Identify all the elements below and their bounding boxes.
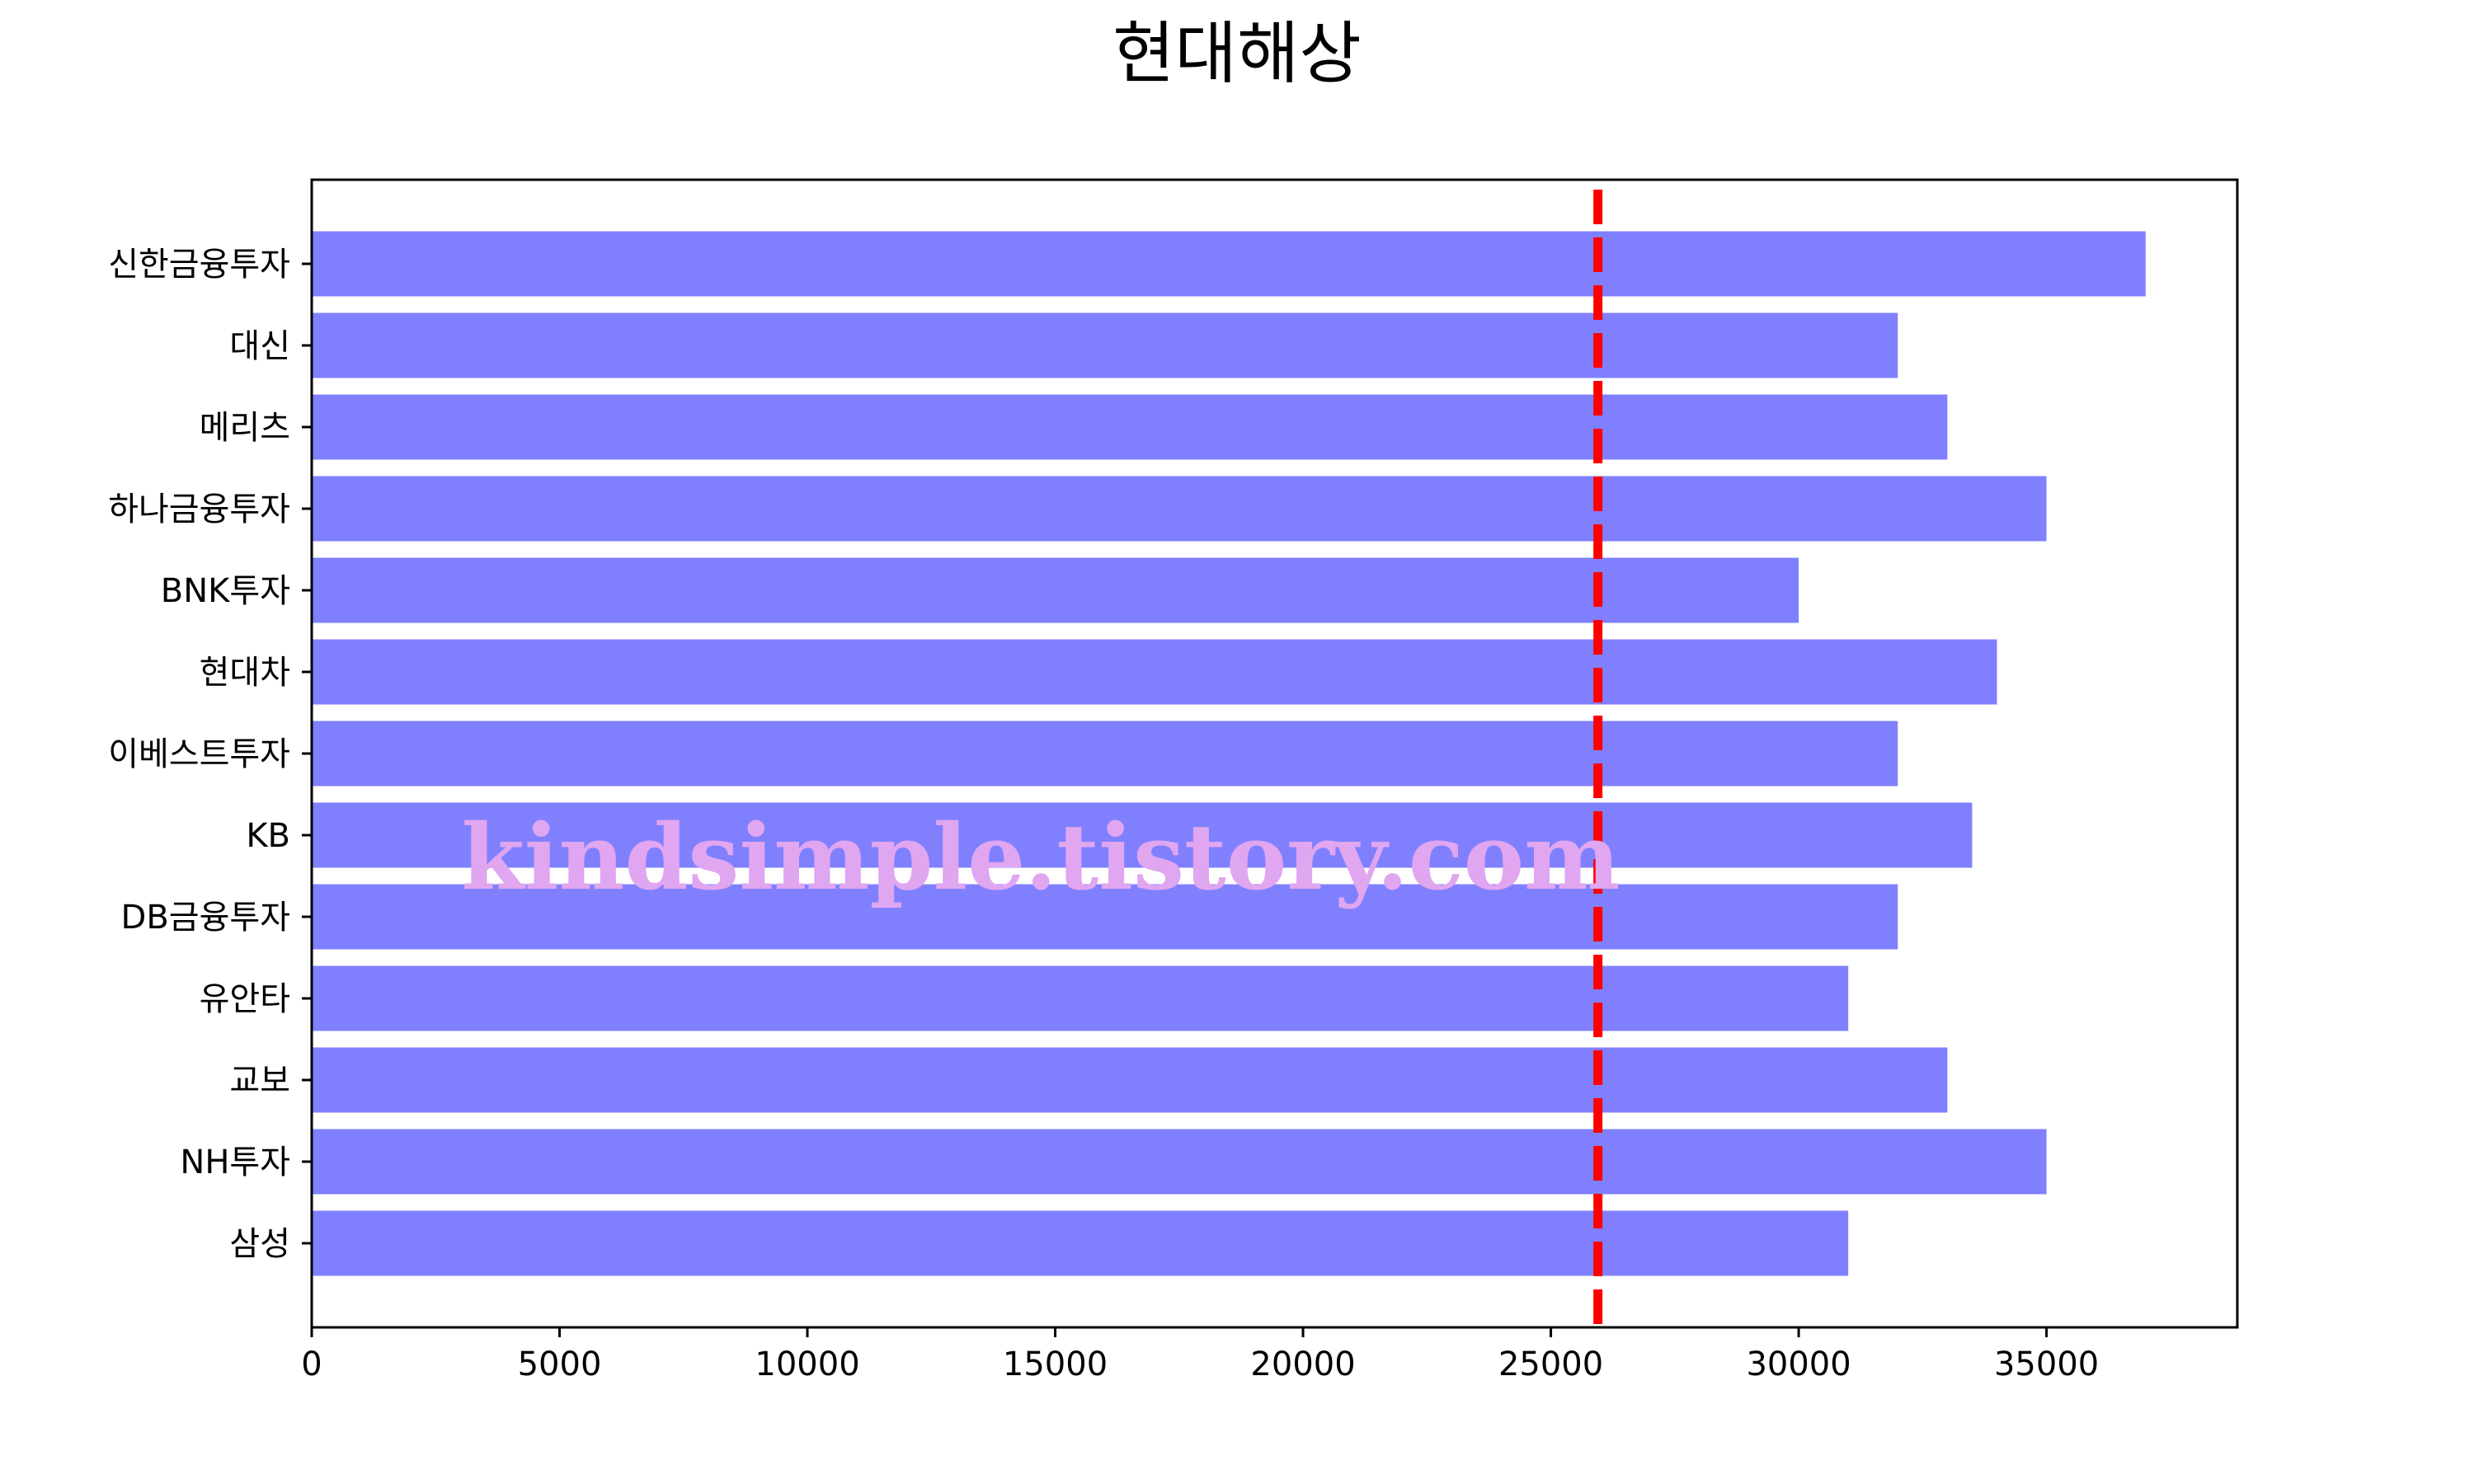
x-tick-label: 35000 xyxy=(1994,1345,2099,1383)
x-tick-label: 25000 xyxy=(1498,1345,1603,1383)
bar xyxy=(312,394,1948,460)
y-tick-label: 삼성 xyxy=(229,1225,290,1263)
x-tick-label: 0 xyxy=(301,1345,322,1383)
bar xyxy=(312,231,2146,297)
y-tick-label: 메리츠 xyxy=(200,409,290,447)
bar xyxy=(312,884,1898,950)
x-ticks: 0 5000 10000 15000 20000 25000 30000 35000 xyxy=(301,1327,2099,1383)
x-tick-label: 5000 xyxy=(518,1345,602,1383)
bar xyxy=(312,639,1997,705)
y-tick-label: 하나금융투자 xyxy=(108,491,290,528)
y-tick-label: 대신 xyxy=(229,327,290,365)
watermark: kindsimple.tistory.com xyxy=(462,804,1620,910)
plot-frame xyxy=(310,178,2239,1329)
bar xyxy=(312,721,1898,787)
bar xyxy=(312,965,1849,1031)
y-tick-label: 이베스트투자 xyxy=(108,735,290,773)
bar xyxy=(312,1210,1849,1276)
x-tick-label: 10000 xyxy=(755,1345,859,1383)
bar xyxy=(312,1129,2047,1195)
y-tick-label: 유안타 xyxy=(200,980,290,1018)
y-tick-label: NH투자 xyxy=(180,1144,290,1181)
bars-group xyxy=(312,231,2146,1276)
y-tick-label: 신한금융투자 xyxy=(108,246,290,284)
x-tick-label: 15000 xyxy=(1003,1345,1108,1383)
bar xyxy=(312,312,1898,378)
y-tick-label: BNK투자 xyxy=(161,572,290,610)
bar xyxy=(312,802,1973,868)
y-tick-label: KB xyxy=(246,817,290,855)
chart-title: 현대해상 xyxy=(1112,15,1362,93)
y-tick-label: DB금융투자 xyxy=(121,899,290,937)
bar xyxy=(312,476,2047,542)
x-tick-label: 30000 xyxy=(1746,1345,1851,1383)
x-tick-label: 20000 xyxy=(1250,1345,1355,1383)
bar xyxy=(312,1047,1948,1113)
y-tick-label: 교보 xyxy=(229,1062,290,1100)
y-tick-label: 현대차 xyxy=(200,654,290,692)
bar xyxy=(312,557,1799,623)
